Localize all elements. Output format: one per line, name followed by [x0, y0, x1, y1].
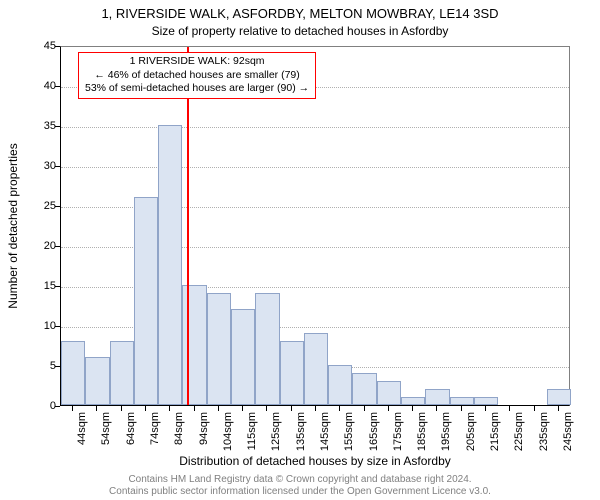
histogram-bar — [85, 357, 109, 405]
x-tick-mark — [315, 406, 316, 411]
histogram-bar — [110, 341, 134, 405]
x-tick-mark — [558, 406, 559, 411]
histogram-bar — [134, 197, 158, 405]
annotation-line: ← 46% of detached houses are smaller (79… — [85, 69, 309, 83]
y-tick-label: 25 — [16, 201, 56, 212]
histogram-chart: 1, RIVERSIDE WALK, ASFORDBY, MELTON MOWB… — [0, 0, 600, 500]
x-tick-mark — [509, 406, 510, 411]
y-tick-mark — [55, 246, 60, 247]
chart-title: 1, RIVERSIDE WALK, ASFORDBY, MELTON MOWB… — [0, 6, 600, 21]
y-tick-label: 35 — [16, 121, 56, 132]
y-tick-label: 5 — [16, 361, 56, 372]
x-tick-mark — [485, 406, 486, 411]
chart-subtitle: Size of property relative to detached ho… — [0, 24, 600, 38]
x-tick-mark — [194, 406, 195, 411]
y-tick-label: 10 — [16, 321, 56, 332]
annotation-line: 53% of semi-detached houses are larger (… — [85, 82, 309, 96]
x-tick-mark — [412, 406, 413, 411]
histogram-bar — [231, 309, 255, 405]
histogram-bar — [158, 125, 182, 405]
plot-area — [60, 46, 570, 406]
x-tick-mark — [242, 406, 243, 411]
y-tick-mark — [55, 286, 60, 287]
x-tick-mark — [218, 406, 219, 411]
y-tick-label: 45 — [16, 41, 56, 52]
histogram-bar — [547, 389, 571, 405]
footer-license: Contains public sector information licen… — [0, 486, 600, 498]
gridline — [61, 127, 569, 128]
x-tick-mark — [72, 406, 73, 411]
histogram-bar — [304, 333, 328, 405]
y-tick-label: 30 — [16, 161, 56, 172]
y-tick-label: 20 — [16, 241, 56, 252]
gridline — [61, 167, 569, 168]
x-tick-mark — [534, 406, 535, 411]
y-axis-title: Number of detached properties — [6, 46, 20, 406]
y-tick-mark — [55, 86, 60, 87]
annotation-box: 1 RIVERSIDE WALK: 92sqm← 46% of detached… — [78, 52, 316, 99]
histogram-bar — [352, 373, 376, 405]
y-tick-mark — [55, 166, 60, 167]
reference-line — [187, 47, 189, 405]
x-tick-mark — [291, 406, 292, 411]
histogram-bar — [280, 341, 304, 405]
y-tick-label: 40 — [16, 81, 56, 92]
x-tick-mark — [436, 406, 437, 411]
x-tick-mark — [96, 406, 97, 411]
histogram-bar — [207, 293, 231, 405]
footer-copyright: Contains HM Land Registry data © Crown c… — [0, 474, 600, 486]
x-tick-mark — [121, 406, 122, 411]
histogram-bar — [182, 285, 206, 405]
x-tick-mark — [145, 406, 146, 411]
histogram-bar — [450, 397, 474, 405]
histogram-bar — [425, 389, 449, 405]
x-tick-mark — [339, 406, 340, 411]
y-tick-mark — [55, 406, 60, 407]
histogram-bar — [61, 341, 85, 405]
x-axis-title: Distribution of detached houses by size … — [60, 454, 570, 468]
x-tick-mark — [169, 406, 170, 411]
histogram-bar — [474, 397, 498, 405]
x-tick-mark — [266, 406, 267, 411]
histogram-bar — [328, 365, 352, 405]
x-tick-mark — [388, 406, 389, 411]
histogram-bar — [401, 397, 425, 405]
y-tick-mark — [55, 326, 60, 327]
y-tick-label: 0 — [16, 401, 56, 412]
x-tick-mark — [364, 406, 365, 411]
y-tick-label: 15 — [16, 281, 56, 292]
y-tick-mark — [55, 126, 60, 127]
y-tick-mark — [55, 46, 60, 47]
y-tick-mark — [55, 206, 60, 207]
x-tick-mark — [461, 406, 462, 411]
histogram-bar — [255, 293, 279, 405]
histogram-bar — [377, 381, 401, 405]
y-tick-mark — [55, 366, 60, 367]
annotation-line: 1 RIVERSIDE WALK: 92sqm — [85, 55, 309, 69]
